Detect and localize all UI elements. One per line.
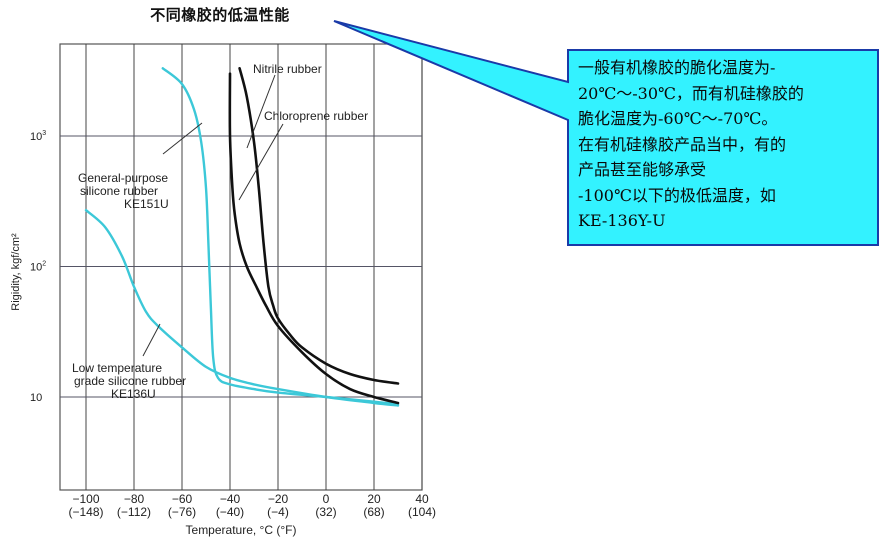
data-curves <box>84 67 400 407</box>
label-nitrile: Nitrile rubber <box>253 62 322 76</box>
x-tick-fahrenheit: (−40) <box>216 505 244 519</box>
callout-line: 20℃～-30℃，而有机硅橡胶的 <box>578 83 804 103</box>
label-leader-lines <box>142 74 284 357</box>
x-tick-fahrenheit: (68) <box>363 505 384 519</box>
x-tick-fahrenheit: (−112) <box>117 505 151 519</box>
y-tick-label: 103 <box>30 130 46 143</box>
curve-ke136u <box>84 209 400 407</box>
label-ke151u: General-purpose silicone rubber KE151U <box>78 171 171 211</box>
y-axis-label: Rigidity, kgf/cm² <box>10 233 22 311</box>
x-tick-fahrenheit: (104) <box>408 505 436 519</box>
callout-line: 产品甚至能够承受 <box>578 160 707 179</box>
callout-line: 在有机硅橡胶产品当中，有的 <box>578 134 787 154</box>
x-tick-celsius: −60 <box>172 492 193 506</box>
callout-line: 脆化温度为-60℃～-70℃。 <box>578 109 778 128</box>
curve-nitrile <box>238 67 400 385</box>
label-ke136u: Low temperature grade silicone rubber KE… <box>72 361 189 401</box>
x-tick-celsius: 40 <box>415 492 429 506</box>
label-chloroprene: Chloroprene rubber <box>264 109 368 123</box>
y-tick-label: 102 <box>30 261 46 274</box>
x-tick-celsius: −100 <box>72 492 99 506</box>
callout-line: KE-136Y-U <box>578 211 666 230</box>
x-tick-fahrenheit: (−76) <box>168 505 196 519</box>
x-tick-fahrenheit: (32) <box>315 505 336 519</box>
x-axis-ticks: −100(−148) −80(−112) −60(−76) −40(−40) −20(−… <box>68 492 436 519</box>
callout-line: -100℃以下的极低温度，如 <box>578 185 776 205</box>
x-tick-celsius: 0 <box>323 492 330 506</box>
series-labels: General-purpose silicone rubber KE151U L… <box>72 62 368 401</box>
x-tick-celsius: −80 <box>124 492 145 506</box>
y-tick-label: 10 <box>30 392 42 404</box>
x-tick-celsius: −20 <box>268 492 289 506</box>
plot-grid <box>59 43 423 491</box>
y-axis-ticks: 103 102 10 <box>30 130 46 404</box>
x-axis-label: Temperature, °C (°F) <box>186 523 297 537</box>
curve-chloroprene <box>228 72 400 405</box>
x-tick-fahrenheit: (−148) <box>68 505 103 519</box>
callout-text: 一般有机橡胶的脆化温度为- 20℃～-30℃，而有机硅橡胶的 脆化温度为-60℃… <box>578 55 876 234</box>
x-tick-fahrenheit: (−4) <box>267 505 289 519</box>
callout-line: 一般有机橡胶的脆化温度为- <box>578 58 776 77</box>
x-tick-celsius: 20 <box>367 492 381 506</box>
chart-title: 不同橡胶的低温性能 <box>150 6 290 24</box>
callout-bubble <box>333 20 879 246</box>
x-tick-celsius: −40 <box>220 492 241 506</box>
